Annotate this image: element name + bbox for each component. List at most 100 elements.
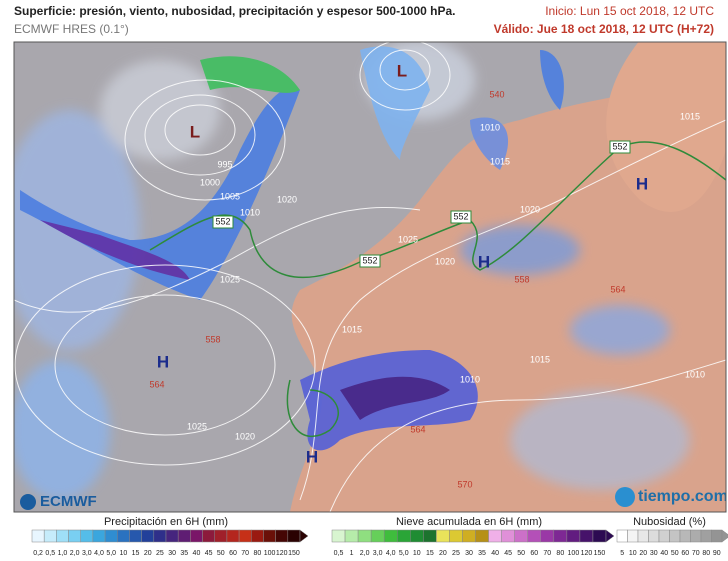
- legend-swatch: [331, 529, 346, 543]
- legend-tick-label: 35: [180, 550, 188, 557]
- legend-title: Nubosidad (%): [633, 516, 706, 528]
- legend-swatch: [690, 529, 702, 543]
- legend-swatch: [31, 529, 45, 543]
- high-pressure-label: H: [636, 174, 648, 193]
- isobar-lines: [14, 42, 726, 512]
- legend-tick-label: 0,2: [33, 550, 43, 557]
- legend-tick-label: 1: [350, 550, 354, 557]
- precipitation-areas: [20, 46, 564, 451]
- legend-tick-label: 10: [629, 550, 637, 557]
- legend-tick-label: 25: [156, 550, 164, 557]
- ecmwf-logo: ECMWF: [20, 493, 97, 510]
- legend-tick-label: 70: [241, 550, 249, 557]
- legend-swatch: [637, 529, 649, 543]
- legend-swatch: [43, 529, 57, 543]
- legend-tick-label: 120: [581, 550, 593, 557]
- legend-tick-label: 80: [702, 550, 710, 557]
- legend-tick-label: 70: [692, 550, 700, 557]
- legend-tick-label: 30: [168, 550, 176, 557]
- legend-swatch: [263, 529, 276, 543]
- isobar-label: 1015: [530, 354, 550, 364]
- legend-tick-label: 150: [288, 550, 300, 557]
- thickness-label-box: [450, 210, 472, 224]
- thickness-label: 564: [149, 379, 164, 389]
- init-time: Inicio: Lun 15 oct 2018, 12 UTC: [545, 4, 714, 18]
- legend-swatch: [711, 529, 723, 543]
- isobar-label: 1025: [187, 421, 207, 431]
- thickness-label: 552: [362, 255, 377, 265]
- legend-tick-label: 10: [413, 550, 421, 557]
- map-title: Superficie: presión, viento, nubosidad, …: [14, 4, 455, 18]
- legend-tick-label: 5,0: [399, 550, 409, 557]
- high-pressure-label: H: [157, 352, 169, 371]
- legend-tick-label: 60: [229, 550, 237, 557]
- isobar-label: 1000: [200, 177, 220, 187]
- legend-swatch: [566, 529, 581, 543]
- legend-tick-label: 50: [217, 550, 225, 557]
- legend-swatch: [357, 529, 372, 543]
- legend-tick-label: 120: [276, 550, 288, 557]
- legend-tick-label: 20: [144, 550, 152, 557]
- tiempo-icon: [615, 487, 635, 507]
- legend-tick-label: 20: [639, 550, 647, 557]
- thickness-label: 570: [457, 479, 472, 489]
- legend-swatch: [616, 529, 628, 543]
- legend-swatch: [669, 529, 681, 543]
- thickness-label: 558: [205, 334, 220, 344]
- legend-tick-label: 15: [426, 550, 434, 557]
- legend-tick-label: 15: [132, 550, 140, 557]
- legend-tick-label: 5: [620, 550, 624, 557]
- legend-tick-label: 3,0: [373, 550, 383, 557]
- legend-tick-label: 20: [439, 550, 447, 557]
- thickness-label-box: [359, 254, 381, 268]
- legend-tick-label: 50: [671, 550, 679, 557]
- legend-swatch: [553, 529, 568, 543]
- isobar-label: 1010: [480, 122, 500, 132]
- tiempo-label: tiempo.com: [638, 488, 728, 505]
- low-pressure-label: L: [397, 61, 407, 80]
- legend-swatch: [202, 529, 215, 543]
- legend-tick-label: 40: [491, 550, 499, 557]
- legend-tick-label: 40: [660, 550, 668, 557]
- map-frame: [13, 41, 727, 513]
- legend-tick-label: 10: [119, 550, 127, 557]
- isobar-label: 1015: [680, 111, 700, 121]
- legend-swatch: [449, 529, 463, 543]
- isobar-label: 1025: [220, 274, 240, 284]
- high-pressure-label: H: [306, 447, 318, 466]
- legend-swatch: [540, 529, 555, 543]
- legend-tick-label: 0,5: [45, 550, 55, 557]
- isobar-label: 1020: [235, 431, 255, 441]
- legend-tick-label: 5,0: [106, 550, 116, 557]
- legend-tick-label: 4,0: [386, 550, 396, 557]
- legend-swatch: [527, 529, 542, 543]
- legend-swatch: [275, 529, 289, 543]
- legend-swatch: [579, 529, 594, 543]
- legend-swatch: [462, 529, 476, 543]
- legend-tick-label: 3,0: [82, 550, 92, 557]
- thickness-label: 552: [215, 216, 230, 226]
- legend-swatch: [501, 529, 515, 543]
- legend-arrow: [605, 529, 615, 543]
- legend-swatch: [396, 529, 411, 543]
- isobar-label: 1015: [490, 156, 510, 166]
- legend-swatch: [475, 529, 489, 543]
- thickness-label: 564: [410, 424, 425, 434]
- map-labels: LLHHHH9951000100510101020102510251020101…: [149, 61, 705, 489]
- legend-swatch: [287, 529, 301, 543]
- map-area: LLHHHH9951000100510101020102510251020101…: [14, 42, 728, 512]
- legend-swatch: [177, 529, 191, 543]
- isobar-label: 1020: [435, 256, 455, 266]
- legend-swatch: [165, 529, 179, 543]
- legend-swatch: [238, 529, 252, 543]
- legend-arrow: [299, 529, 309, 543]
- legend-tick-label: 40: [193, 550, 201, 557]
- legend-swatch: [370, 529, 385, 543]
- legend-tick-label: 0,5: [334, 550, 344, 557]
- legend-tick-label: 70: [543, 550, 551, 557]
- legend-tick-label: 45: [205, 550, 213, 557]
- legend-swatch: [226, 529, 240, 543]
- legend-swatch: [344, 529, 359, 543]
